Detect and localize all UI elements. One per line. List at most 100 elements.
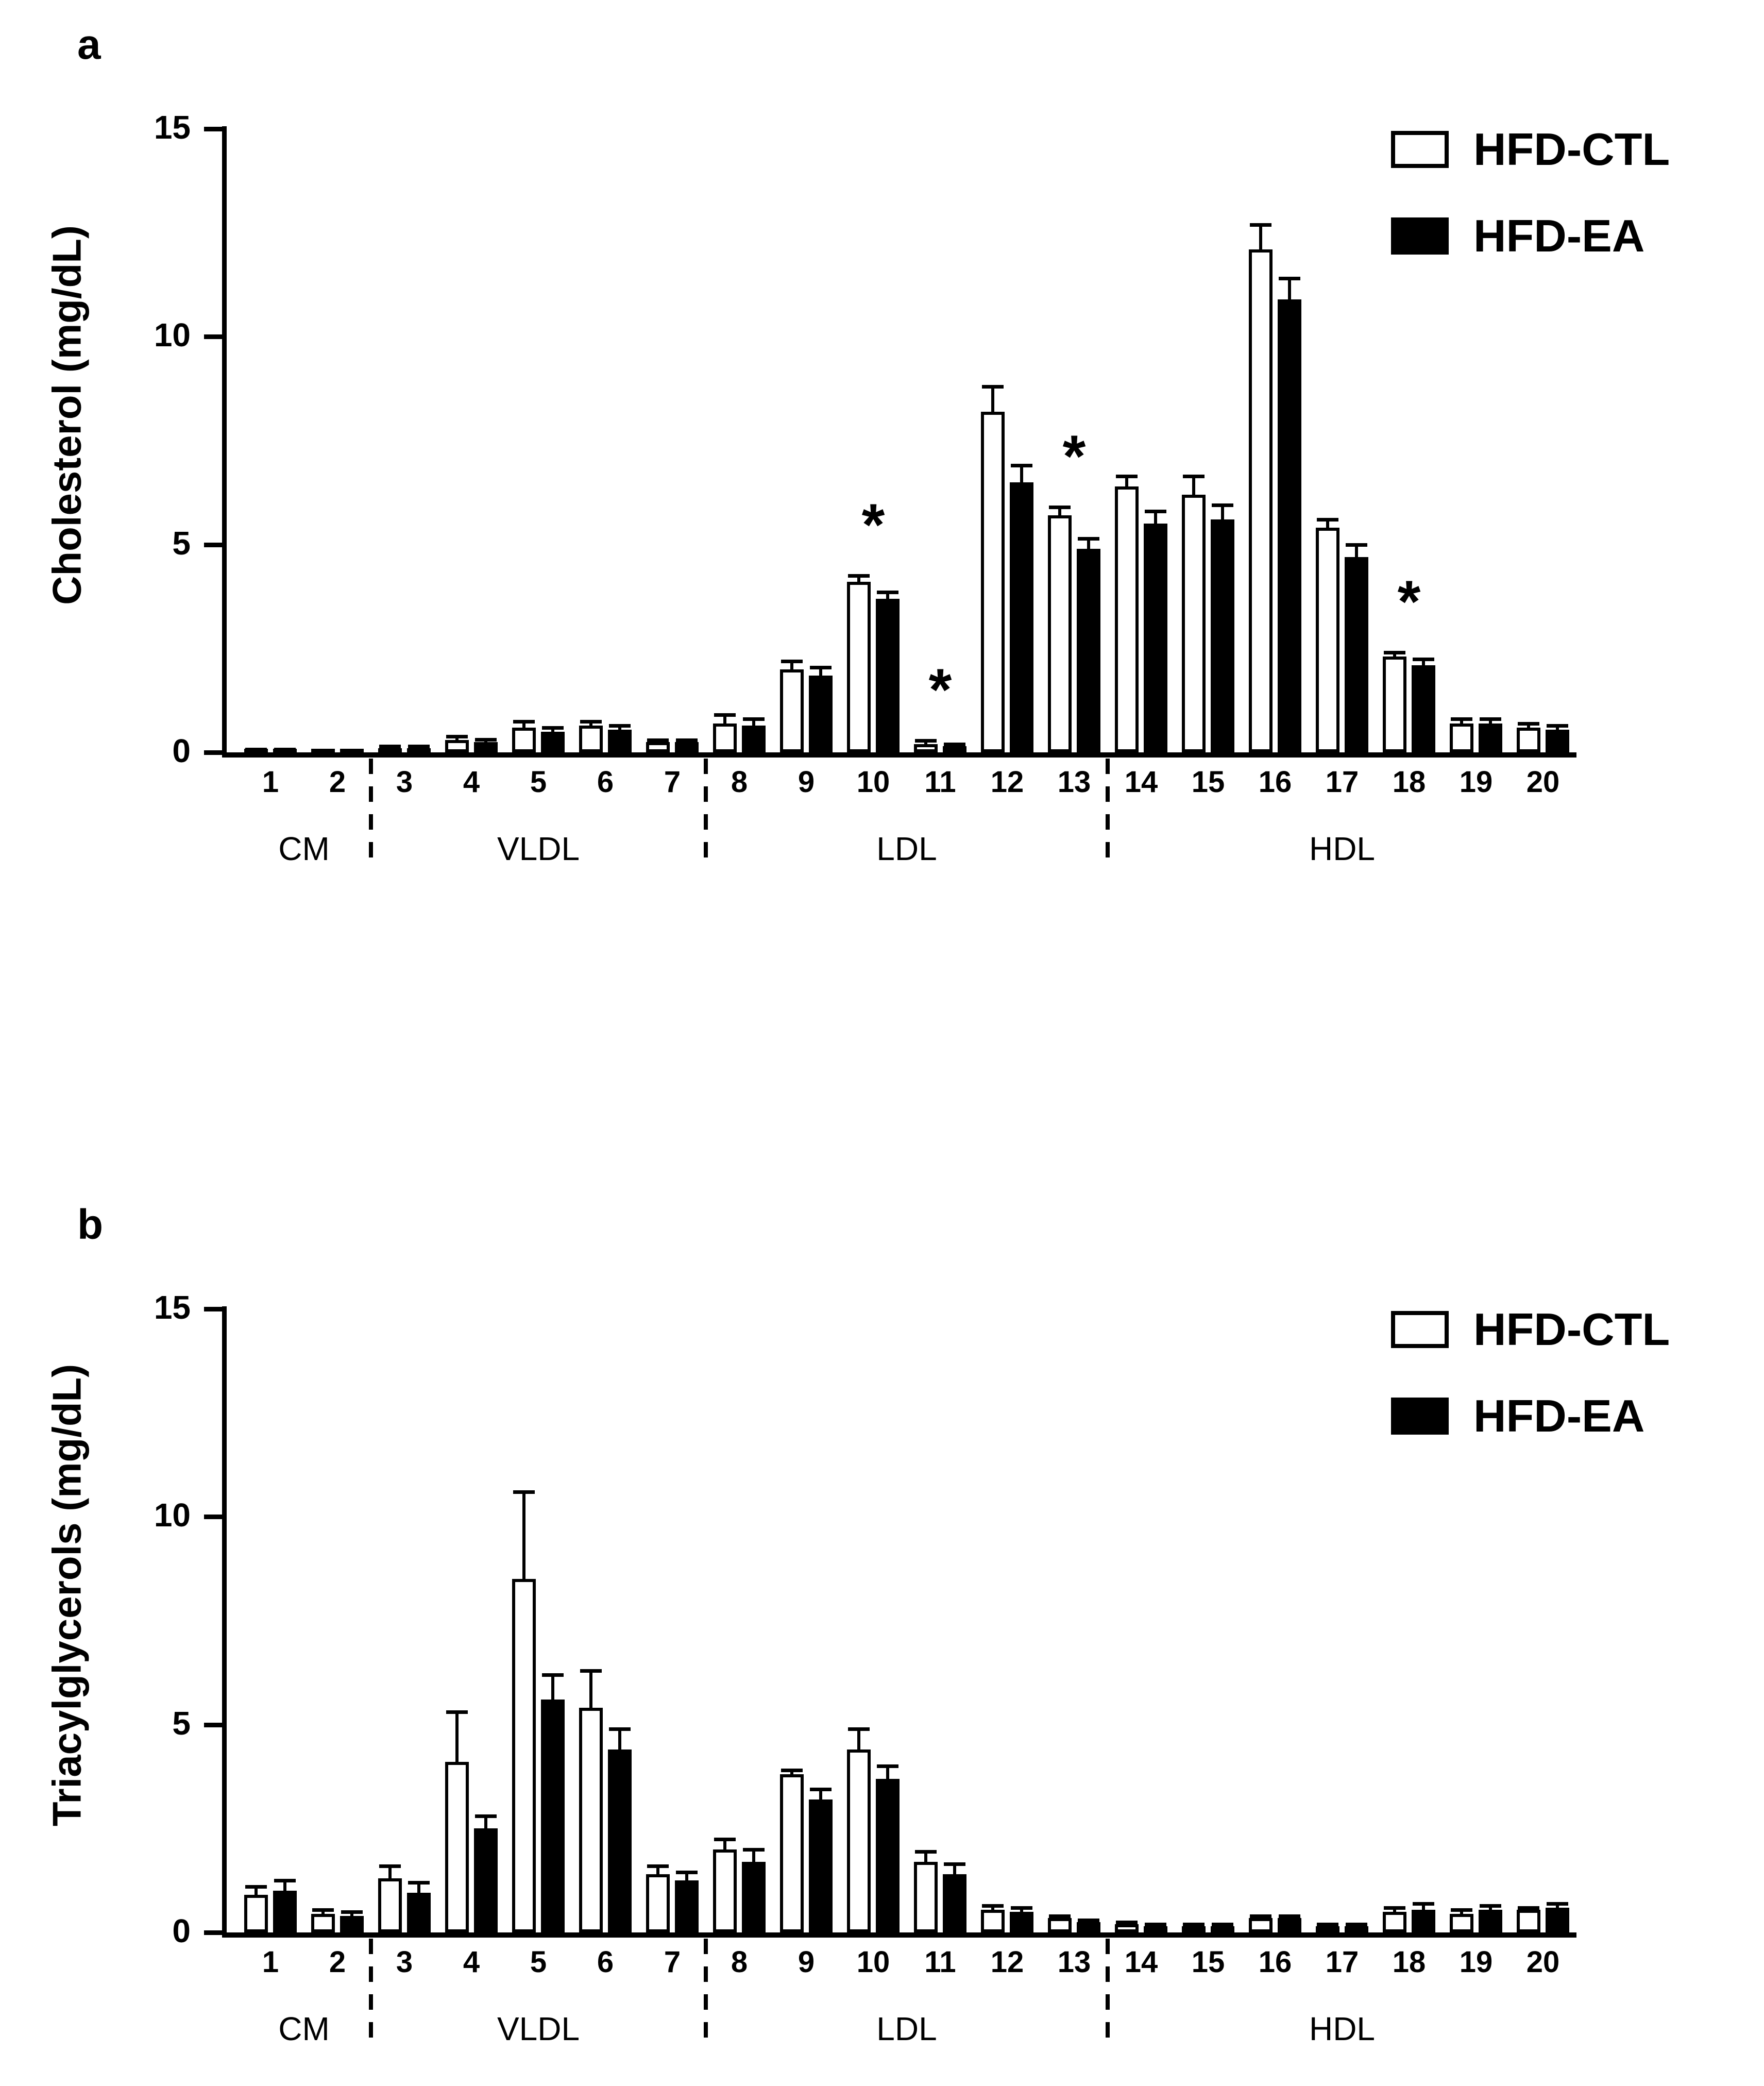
legend-label-hfd-ea: HFD-EA	[1473, 210, 1645, 261]
bar-HFD-EA-fraction-11	[943, 746, 966, 752]
error-cap-HFD-CTL-fraction-4	[446, 1710, 468, 1714]
error-cap-HFD-CTL-fraction-3	[379, 744, 401, 748]
error-cap-HFD-CTL-fraction-13	[1049, 1914, 1071, 1918]
bar-HFD-CTL-fraction-20	[1517, 1909, 1540, 1932]
x-axis-line	[222, 752, 1576, 758]
bar-HFD-EA-fraction-12	[1010, 482, 1033, 752]
bar-HFD-CTL-fraction-9	[780, 1774, 804, 1932]
bar-HFD-CTL-fraction-7	[646, 742, 670, 752]
panel-a: a Cholesterol (mg/dL) HFD-CTL HFD-EA 0 5 1…	[0, 0, 1764, 917]
error-bar-HFD-EA-fraction-8	[752, 719, 755, 726]
y-tick-label: 15	[154, 109, 191, 146]
group-separator	[1106, 1939, 1110, 2044]
bar-HFD-CTL-fraction-6	[579, 725, 603, 752]
bar-HFD-CTL-fraction-5	[512, 727, 536, 752]
error-bar-HFD-CTL-fraction-20	[1527, 723, 1530, 728]
panel-b-y-axis-title: Triacylglycerols (mg/dL)	[44, 1364, 90, 1827]
error-bar-HFD-EA-fraction-19	[1489, 1905, 1492, 1910]
error-bar-HFD-EA-fraction-9	[819, 1789, 822, 1799]
x-tick-label-3: 3	[396, 765, 413, 799]
error-bar-HFD-CTL-fraction-5	[522, 1491, 525, 1579]
error-cap-HFD-CTL-fraction-16	[1250, 1914, 1271, 1918]
error-cap-HFD-EA-fraction-12	[1011, 464, 1032, 468]
error-cap-HFD-CTL-fraction-5	[513, 1490, 535, 1494]
panel-a-legend: HFD-CTL HFD-EA	[1391, 124, 1670, 297]
error-cap-HFD-EA-fraction-3	[408, 1881, 430, 1885]
error-cap-HFD-EA-fraction-6	[609, 1727, 631, 1731]
x-tick-label-20: 20	[1526, 1945, 1560, 1979]
group-label-HDL: HDL	[1309, 830, 1376, 867]
error-bar-HFD-CTL-fraction-1	[255, 1887, 258, 1895]
y-tick	[204, 1930, 223, 1935]
bar-HFD-CTL-fraction-16	[1249, 1917, 1273, 1932]
error-cap-HFD-CTL-fraction-5	[513, 719, 535, 724]
bar-HFD-EA-fraction-13	[1077, 548, 1100, 752]
x-tick-label-17: 17	[1325, 1945, 1359, 1979]
x-tick-label-5: 5	[530, 765, 547, 799]
group-separator	[369, 759, 373, 864]
bar-HFD-EA-fraction-16	[1278, 1917, 1301, 1932]
bar-HFD-CTL-fraction-3	[378, 1878, 402, 1932]
x-tick-label-12: 12	[990, 1945, 1024, 1979]
error-cap-HFD-EA-fraction-7	[676, 1871, 698, 1875]
group-label-CM: CM	[278, 830, 330, 867]
group-label-VLDL: VLDL	[497, 2010, 580, 2047]
legend-swatch-hfd-ea	[1391, 1398, 1449, 1435]
y-tick-label: 5	[172, 1704, 191, 1742]
bar-HFD-CTL-fraction-4	[445, 1762, 469, 1932]
bar-HFD-EA-fraction-8	[742, 725, 766, 752]
error-cap-HFD-CTL-fraction-16	[1250, 223, 1271, 227]
error-cap-HFD-EA-fraction-8	[743, 717, 765, 721]
error-cap-HFD-EA-fraction-2	[341, 748, 363, 752]
error-cap-HFD-CTL-fraction-7	[647, 1864, 669, 1868]
error-cap-HFD-EA-fraction-4	[475, 1814, 497, 1819]
y-tick	[204, 542, 223, 547]
bar-HFD-EA-fraction-17	[1345, 1926, 1368, 1932]
error-bar-HFD-CTL-fraction-5	[522, 721, 525, 728]
bar-HFD-EA-fraction-3	[407, 748, 431, 754]
error-bar-HFD-EA-fraction-13	[1087, 538, 1090, 549]
error-cap-HFD-EA-fraction-11	[944, 742, 965, 746]
error-cap-HFD-CTL-fraction-10	[848, 1727, 870, 1731]
bar-HFD-EA-fraction-19	[1479, 1909, 1502, 1932]
x-tick-label-1: 1	[262, 1945, 279, 1979]
x-tick-label-10: 10	[856, 765, 890, 799]
error-cap-HFD-CTL-fraction-1	[245, 1885, 267, 1889]
error-bar-HFD-EA-fraction-14	[1154, 511, 1157, 524]
error-cap-HFD-EA-fraction-15	[1212, 503, 1233, 508]
error-cap-HFD-EA-fraction-9	[810, 665, 832, 669]
error-bar-HFD-EA-fraction-8	[752, 1849, 755, 1862]
error-cap-HFD-EA-fraction-18	[1413, 657, 1434, 661]
error-bar-HFD-EA-fraction-3	[417, 1882, 420, 1893]
significance-asterisk-fraction-18: *	[1397, 569, 1421, 635]
bar-HFD-CTL-fraction-20	[1517, 727, 1540, 752]
group-label-VLDL: VLDL	[497, 830, 580, 867]
panel-b-legend: HFD-CTL HFD-EA	[1391, 1304, 1670, 1477]
error-cap-HFD-EA-fraction-11	[944, 1862, 965, 1866]
group-separator	[704, 759, 708, 864]
x-tick-label-14: 14	[1124, 1945, 1158, 1979]
error-cap-HFD-CTL-fraction-14	[1116, 474, 1138, 478]
bar-HFD-CTL-fraction-14	[1115, 1924, 1139, 1932]
y-tick-label: 10	[154, 1496, 191, 1534]
error-cap-HFD-CTL-fraction-2	[312, 1908, 334, 1912]
error-bar-HFD-CTL-fraction-19	[1460, 1909, 1463, 1914]
error-cap-HFD-EA-fraction-1	[274, 1879, 296, 1883]
bar-HFD-CTL-fraction-13	[1048, 515, 1072, 752]
x-tick-label-4: 4	[463, 765, 480, 799]
significance-asterisk-fraction-10: *	[861, 492, 885, 559]
bar-HFD-CTL-fraction-13	[1048, 1917, 1072, 1932]
bar-HFD-CTL-fraction-4	[445, 739, 469, 752]
error-cap-HFD-EA-fraction-17	[1346, 543, 1367, 547]
error-bar-HFD-CTL-fraction-10	[857, 576, 860, 582]
error-bar-HFD-EA-fraction-19	[1489, 719, 1492, 724]
group-separator	[1106, 759, 1110, 864]
error-bar-HFD-EA-fraction-12	[1020, 1907, 1023, 1912]
x-tick-label-13: 13	[1057, 1945, 1091, 1979]
group-separator	[369, 1939, 373, 2044]
error-cap-HFD-CTL-fraction-14	[1116, 1920, 1138, 1924]
x-tick-label-17: 17	[1325, 765, 1359, 799]
error-bar-HFD-CTL-fraction-16	[1259, 224, 1262, 249]
y-tick-label: 0	[172, 1912, 191, 1949]
